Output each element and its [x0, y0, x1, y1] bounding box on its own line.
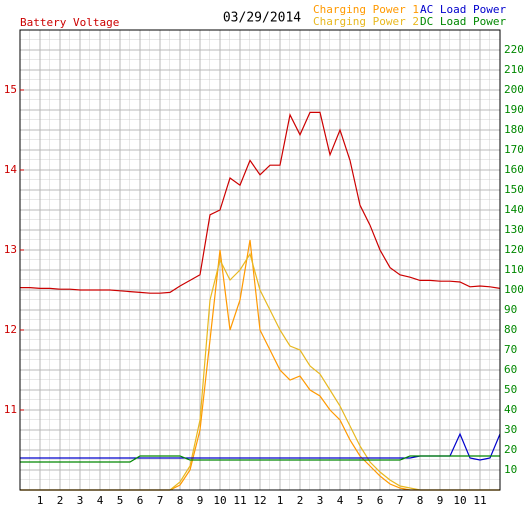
x-tick-label: 2 [57, 494, 64, 507]
y2-tick-label: 20 [504, 443, 517, 456]
y2-tick-label: 210 [504, 63, 524, 76]
y2-tick-label: 160 [504, 163, 524, 176]
y2-tick-label: 80 [504, 323, 517, 336]
y2-tick-label: 190 [504, 103, 524, 116]
x-tick-label: 2 [297, 494, 304, 507]
ticks: 1 2 3 4 5 6 7 8 9 10 11 12 1 2 3 4 5 6 7 8 9 10 11102030405060… [4, 43, 524, 507]
y-tick-label: 13 [4, 243, 17, 256]
x-tick-label: 6 [137, 494, 144, 507]
y-tick-label: 12 [4, 323, 17, 336]
y2-tick-label: 70 [504, 343, 517, 356]
y2-tick-label: 200 [504, 83, 524, 96]
x-tick-label: 1 [37, 494, 44, 507]
legend-entry: Charging Power 1 [313, 3, 419, 16]
y2-tick-label: 150 [504, 183, 524, 196]
x-tick-label: 3 [317, 494, 324, 507]
x-tick-label: 10 [453, 494, 466, 507]
x-tick-label: 5 [117, 494, 124, 507]
y2-tick-label: 60 [504, 363, 517, 376]
y2-tick-label: 130 [504, 223, 524, 236]
y2-tick-label: 180 [504, 123, 524, 136]
x-tick-label: 8 [177, 494, 184, 507]
y-tick-label: 11 [4, 403, 17, 416]
y-tick-label: 15 [4, 83, 17, 96]
x-tick-label: 7 [397, 494, 404, 507]
y2-tick-label: 40 [504, 403, 517, 416]
series-line [20, 455, 500, 463]
x-tick-label: 11 [473, 494, 486, 507]
y2-tick-label: 100 [504, 283, 524, 296]
x-tick-label: 4 [97, 494, 104, 507]
chart-title: 03/29/2014 [223, 11, 301, 26]
legend-entry: DC Load Power [420, 15, 506, 28]
x-tick-label: 10 [213, 494, 226, 507]
x-tick-label: 5 [357, 494, 364, 507]
x-tick-label: 7 [157, 494, 164, 507]
y2-tick-label: 90 [504, 303, 517, 316]
y2-tick-label: 50 [504, 383, 517, 396]
y2-tick-label: 140 [504, 203, 524, 216]
plot-border [19, 29, 501, 491]
y2-tick-label: 10 [504, 463, 517, 476]
x-tick-label: 9 [437, 494, 444, 507]
legend-entry: AC Load Power [420, 3, 506, 16]
y-axis-label: Battery Voltage [20, 16, 119, 29]
x-tick-label: 3 [77, 494, 84, 507]
y2-tick-label: 110 [504, 263, 524, 276]
x-tick-label: 9 [197, 494, 204, 507]
y-tick-label: 14 [4, 163, 18, 176]
x-tick-label: 11 [233, 494, 246, 507]
y2-tick-label: 30 [504, 423, 517, 436]
x-tick-label: 4 [337, 494, 344, 507]
series-line [20, 111, 501, 294]
x-tick-label: 6 [377, 494, 384, 507]
x-tick-label: 1 [277, 494, 284, 507]
y2-tick-label: 170 [504, 143, 524, 156]
x-tick-label: 12 [253, 494, 266, 507]
y2-tick-label: 220 [504, 43, 524, 56]
x-tick-label: 8 [417, 494, 424, 507]
y2-tick-label: 120 [504, 243, 524, 256]
legend-entry: Charging Power 2 [313, 15, 419, 28]
